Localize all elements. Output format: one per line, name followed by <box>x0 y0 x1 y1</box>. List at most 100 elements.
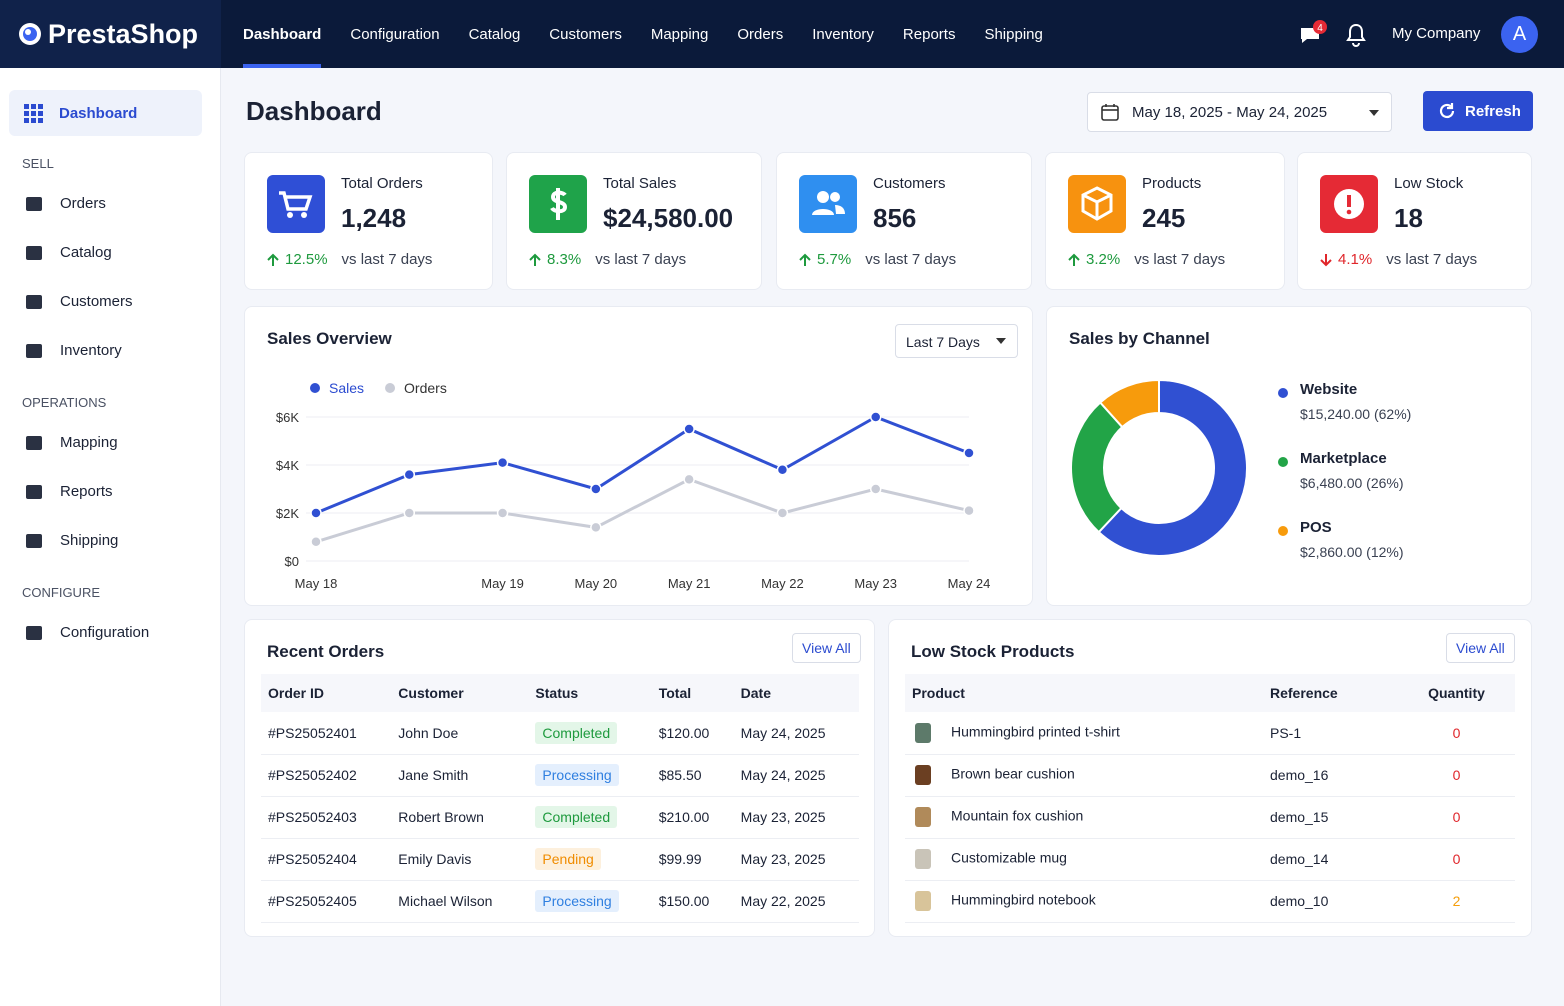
cell-text: May 23, 2025 <box>740 851 826 867</box>
kpi-change: 3.2% vs last 7 days <box>1068 251 1225 268</box>
period-filter[interactable]: Last 7 Days <box>895 324 1018 358</box>
sidebar-item[interactable]: Dashboard <box>9 90 202 136</box>
kpi-glyph <box>1334 189 1364 219</box>
trend-arrow <box>799 253 811 266</box>
table-row[interactable]: #PS25052402 Jane Smith Processing $85.50 May… <box>261 754 859 797</box>
kpi-compare: vs last 7 days <box>1386 251 1478 268</box>
table-row[interactable]: Customizable mug demo_14 0 <box>905 838 1515 881</box>
cell-text: $150.00 <box>658 893 710 909</box>
cell-text: Robert Brown <box>398 809 484 825</box>
sidebar-item[interactable]: Orders <box>0 179 220 228</box>
line-chart: $0 $2K $4K $6K May 18 May 19 May 20 May 21 May 2… <box>276 380 990 591</box>
table-cell: Hummingbird notebook <box>905 880 1263 923</box>
table-cell: Michael Wilson <box>391 880 529 923</box>
menu-icon <box>26 533 42 548</box>
nav-items: Dashboard Configuration Catalog Customers Ma… <box>243 0 1043 68</box>
sidebar-section: OPERATIONS <box>22 395 107 410</box>
nav-item[interactable]: Orders <box>737 25 784 43</box>
table-row[interactable]: #PS25052403 Robert Brown Completed $210.00 M… <box>261 796 859 839</box>
nav-item[interactable]: Configuration <box>350 25 440 43</box>
trend-arrow <box>267 253 279 266</box>
cell-text: $99.99 <box>658 851 702 867</box>
refresh-button[interactable]: Refresh <box>1423 91 1533 131</box>
kpi-label: Total Orders <box>341 175 423 192</box>
data-point <box>963 504 975 517</box>
brand[interactable]: PrestaShop <box>0 0 221 68</box>
bell-icon[interactable] <box>1344 22 1368 48</box>
table-row[interactable]: #PS25052404 Emily Davis Pending $99.99 May 2… <box>261 838 859 881</box>
sidebar-item[interactable]: Customers <box>0 277 220 326</box>
cell-text: Emily Davis <box>398 851 472 867</box>
nav-item[interactable]: Inventory <box>812 25 874 43</box>
legend-value: $6,480.00 (26%) <box>1300 475 1404 491</box>
nav-item[interactable]: Shipping <box>984 25 1043 43</box>
table-row[interactable]: Hummingbird printed t-shirt PS-1 0 <box>905 712 1515 755</box>
messages-icon[interactable]: 4 <box>1298 20 1328 48</box>
date-range: May 18, 2025 - May 24, 2025 <box>1132 103 1328 121</box>
view-all-button[interactable]: View All <box>792 633 861 663</box>
date-range-picker[interactable]: May 18, 2025 - May 24, 2025 <box>1087 92 1392 132</box>
nav-item[interactable]: Dashboard <box>243 0 322 68</box>
view-all-button[interactable]: View All <box>1446 633 1515 663</box>
caret <box>1369 110 1379 116</box>
kpi-change: 4.1% vs last 7 days <box>1320 251 1477 268</box>
sidebar-item[interactable]: Inventory <box>0 326 220 375</box>
sidebar-item[interactable]: Catalog <box>0 228 220 277</box>
data-point <box>310 507 322 519</box>
cell-text: #PS25052405 <box>268 893 357 909</box>
legend-label: Website <box>1300 381 1357 398</box>
table-cell: $210.00 <box>651 796 734 839</box>
table-row[interactable]: #PS25052405 Michael Wilson Processing $150.… <box>261 880 859 923</box>
card-title: Low Stock Products <box>911 642 1075 661</box>
cell-text: Hummingbird printed t-shirt <box>951 723 1120 740</box>
sidebar-label: Orders <box>60 195 106 212</box>
kpi-compare: vs last 7 days <box>1134 251 1226 268</box>
product-thumb <box>915 849 931 869</box>
cell-text: May 24, 2025 <box>740 767 826 783</box>
company-name[interactable]: My Company <box>1392 25 1481 42</box>
product-thumb <box>915 807 931 827</box>
status-pill: Processing <box>535 890 619 912</box>
table-cell: May 22, 2025 <box>733 880 859 923</box>
sidebar-item[interactable]: Mapping <box>0 418 220 467</box>
table-row[interactable]: Mountain fox cushion demo_15 0 <box>905 796 1515 839</box>
table-cell: Mountain fox cushion <box>905 796 1263 839</box>
avatar[interactable]: A <box>1501 16 1538 53</box>
table-row[interactable]: Hummingbird notebook demo_10 2 <box>905 880 1515 923</box>
data-point <box>403 507 416 519</box>
table-cell: Customizable mug <box>905 838 1263 881</box>
sidebar-item[interactable]: Configuration <box>0 608 220 657</box>
legend-label: Orders <box>404 380 447 396</box>
cell-text: May 24, 2025 <box>740 724 826 741</box>
status-pill: Completed <box>535 806 618 828</box>
kpi-value: 18 <box>1394 203 1423 233</box>
sidebar-item[interactable]: Shipping <box>0 516 220 565</box>
trend-arrow <box>1320 253 1332 266</box>
nav-item[interactable]: Customers <box>549 25 622 43</box>
sidebar-item[interactable]: Reports <box>0 467 220 516</box>
table-row[interactable]: #PS25052401 John Doe Completed $120.00 May 2… <box>261 712 859 755</box>
card-title: Sales by Channel <box>1069 329 1210 348</box>
kpi-change-value: 5.7% <box>817 251 852 268</box>
grid-icon <box>24 104 43 123</box>
kpi-change-value: 12.5% <box>285 251 328 268</box>
kpi-glyph <box>550 188 568 220</box>
table-cell: May 23, 2025 <box>733 796 859 839</box>
kpi-change: 8.3% vs last 7 days <box>529 251 686 268</box>
nav-item[interactable]: Mapping <box>650 25 709 43</box>
cell-text: 0 <box>1452 809 1461 825</box>
data-point <box>590 521 602 534</box>
filter-label: Last 7 Days <box>906 334 980 350</box>
sidebar-label: Catalog <box>60 244 112 261</box>
cell-text: 0 <box>1452 851 1461 867</box>
table-row[interactable]: Brown bear cushion demo_16 0 <box>905 754 1515 797</box>
kpi-card: Products 245 3.2% vs last 7 days <box>1045 152 1285 290</box>
table-cell: PS-1 <box>1263 712 1399 755</box>
nav-item[interactable]: Catalog <box>468 25 521 43</box>
logo <box>19 23 41 45</box>
kpi-change-value: 8.3% <box>547 251 582 268</box>
nav-item[interactable]: Reports <box>902 25 956 43</box>
kpi-card: Total Orders 1,248 12.5% vs last 7 days <box>244 152 493 290</box>
table-cell: demo_16 <box>1263 754 1399 797</box>
cell-text: demo_10 <box>1270 893 1329 909</box>
